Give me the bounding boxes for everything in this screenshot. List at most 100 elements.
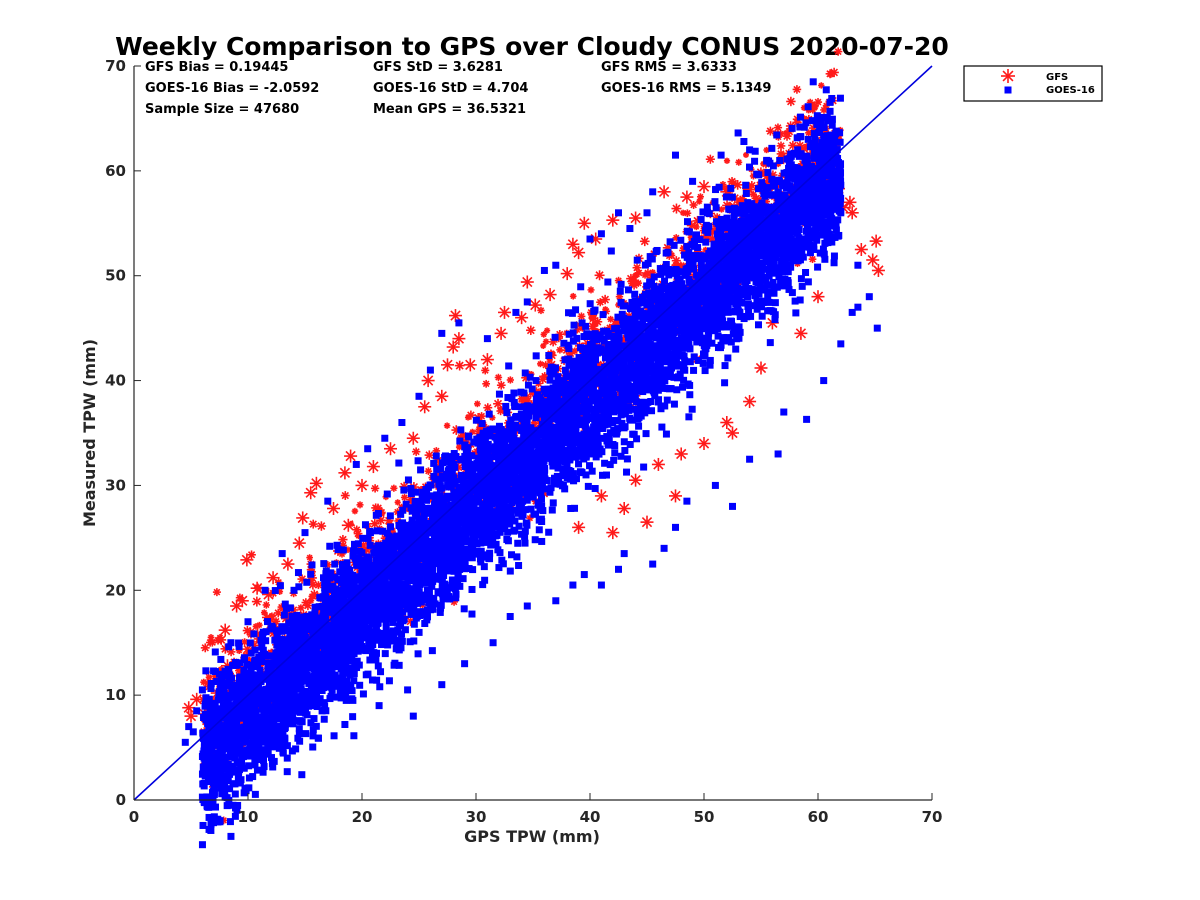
gfs-point [205,674,212,681]
goes-16-point [724,354,732,362]
gfs-point [526,325,536,336]
goes-16-point [532,352,540,360]
gfs-point [541,361,550,370]
gfs-point [537,306,545,315]
series-goes-16 [181,78,881,849]
gfs-point [338,534,348,545]
goes-16-point [804,278,812,286]
gfs-point [630,278,639,287]
goes-16-point [611,449,619,457]
gfs-point [572,520,586,534]
gfs-point [411,447,421,456]
goes-16-point [381,650,389,658]
gfs-point [256,621,263,629]
gfs-point [435,389,449,403]
gfs-point [697,436,711,450]
gfs-point [352,525,361,534]
gfs-point [735,158,743,166]
gfs-point [356,501,364,509]
goes-16-point [296,717,304,725]
chart-title: Weekly Comparison to GPS over Cloudy CON… [115,32,949,61]
gfs-point [596,298,605,307]
goes-16-point [721,362,729,370]
goes-16-point [685,413,693,421]
gfs-point [869,234,883,248]
goes-16-point [468,585,476,593]
goes-16-point [635,422,643,430]
gfs-point [680,190,694,204]
gfs-point [344,449,358,463]
gfs-point [441,358,454,372]
gfs-point [394,499,401,506]
gfs-point [443,422,451,429]
gfs-point [340,491,350,500]
gfs-point [418,400,432,414]
gfs-point [566,237,580,251]
gfs-point [262,601,271,609]
gfs-point [792,85,802,94]
goes-16-point [384,641,392,649]
gfs-point [854,243,868,256]
goes-16-point [330,732,338,740]
gfs-point [577,216,591,230]
goes-16-point [199,821,207,829]
gfs-point [496,380,506,390]
gfs-point [406,431,420,445]
goes-16-point [308,561,316,569]
gfs-point [207,634,215,641]
gfs-point [871,263,885,277]
goes-16-point [804,103,812,111]
gfs-point [786,96,796,107]
gfs-point [338,466,352,480]
gfs-point [794,326,808,340]
goes-16-point [822,86,830,94]
gfs-point [251,596,262,607]
gfs-point [366,460,380,474]
goes-16-point [514,539,522,547]
goes-16-point [599,311,607,319]
goes-16-point [662,430,670,438]
gfs-point [629,473,643,487]
goes-16-point [320,560,328,568]
goes-16-point [268,759,276,767]
gfs-point [773,123,783,132]
goes-16-point [830,259,838,267]
gfs-point [216,634,227,645]
gfs-point [355,478,369,492]
gfs-point [498,305,511,319]
gfs-point [421,374,435,388]
gfs-point [266,571,280,585]
gfs-point [314,581,323,590]
gfs-point [606,526,620,540]
goes-16-point [624,286,632,294]
gfs-point [190,692,204,706]
goes-16-point [545,528,553,536]
goes-16-point [800,123,808,131]
gfs-point [200,678,208,686]
gfs-point [281,557,295,571]
gfs-point [813,98,823,107]
gfs-point [351,507,359,515]
goes-16-point [673,386,681,394]
gfs-point [640,515,654,529]
gfs-point [370,484,380,493]
gfs-point [808,255,817,264]
gfs-point [556,346,564,354]
gfs-point [696,193,704,201]
gfs-point [594,270,605,281]
gfs-point [520,275,534,289]
gfs-point [696,198,703,205]
gfs-point [482,379,491,388]
gfs-point [292,536,306,550]
goes-16-point [432,452,440,460]
gfs-point [230,599,244,613]
goes-16-point [677,236,685,244]
gfs-point [607,315,615,323]
gfs-point [369,518,380,529]
gfs-point [464,414,472,421]
goes-16-point [775,273,783,281]
goes-16-point [498,556,506,564]
gfs-point [689,200,698,209]
gfs-point [577,312,586,321]
goes-16-point [283,768,291,776]
